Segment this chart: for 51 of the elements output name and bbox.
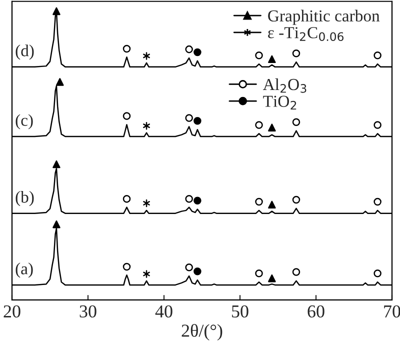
x-tick-label: 50 xyxy=(232,305,248,318)
x-tick-label: 20 xyxy=(4,305,20,318)
point xyxy=(52,160,60,168)
point xyxy=(194,117,202,125)
x-axis-title: 2θ/(°) xyxy=(182,324,222,340)
point xyxy=(122,195,131,203)
point xyxy=(292,196,300,204)
x-tick-label: 70 xyxy=(384,305,400,318)
series-label: (d) xyxy=(16,44,34,60)
point xyxy=(374,198,382,206)
point xyxy=(52,220,60,228)
point xyxy=(122,262,131,271)
point xyxy=(292,49,300,58)
point xyxy=(268,55,276,64)
point xyxy=(143,270,150,278)
point xyxy=(255,121,263,129)
point xyxy=(122,112,131,120)
legend-label: Al$_{2}$O$_{3}$ xyxy=(262,78,306,93)
point xyxy=(255,198,263,206)
series-label: (c) xyxy=(16,114,33,130)
point xyxy=(143,52,150,60)
x-tick-label: 40 xyxy=(155,305,172,318)
point xyxy=(374,270,382,278)
legend-label: TiO$_{2}$ xyxy=(263,96,296,110)
point xyxy=(374,121,382,129)
point xyxy=(143,199,150,208)
point xyxy=(374,51,382,60)
point xyxy=(194,196,202,205)
point xyxy=(292,118,300,126)
point xyxy=(255,51,263,60)
point xyxy=(122,44,131,53)
point xyxy=(268,124,276,132)
point xyxy=(185,195,193,203)
series-label: (a) xyxy=(16,262,33,278)
point xyxy=(185,263,193,272)
point xyxy=(52,7,60,16)
point xyxy=(255,270,263,278)
point xyxy=(143,122,150,130)
point xyxy=(194,48,202,56)
point xyxy=(194,267,202,276)
legend-label: Graphitic carbon xyxy=(268,10,380,25)
point xyxy=(292,268,300,276)
point xyxy=(268,200,276,209)
legend-label: ε -Ti$_{2}$C$_{0.06}$ xyxy=(268,27,344,42)
point xyxy=(56,78,64,86)
series-label: (b) xyxy=(16,191,34,206)
point xyxy=(268,274,276,282)
point xyxy=(185,45,193,54)
point xyxy=(185,114,193,122)
x-tick-label: 60 xyxy=(308,305,324,318)
x-tick-label: 30 xyxy=(80,305,96,318)
